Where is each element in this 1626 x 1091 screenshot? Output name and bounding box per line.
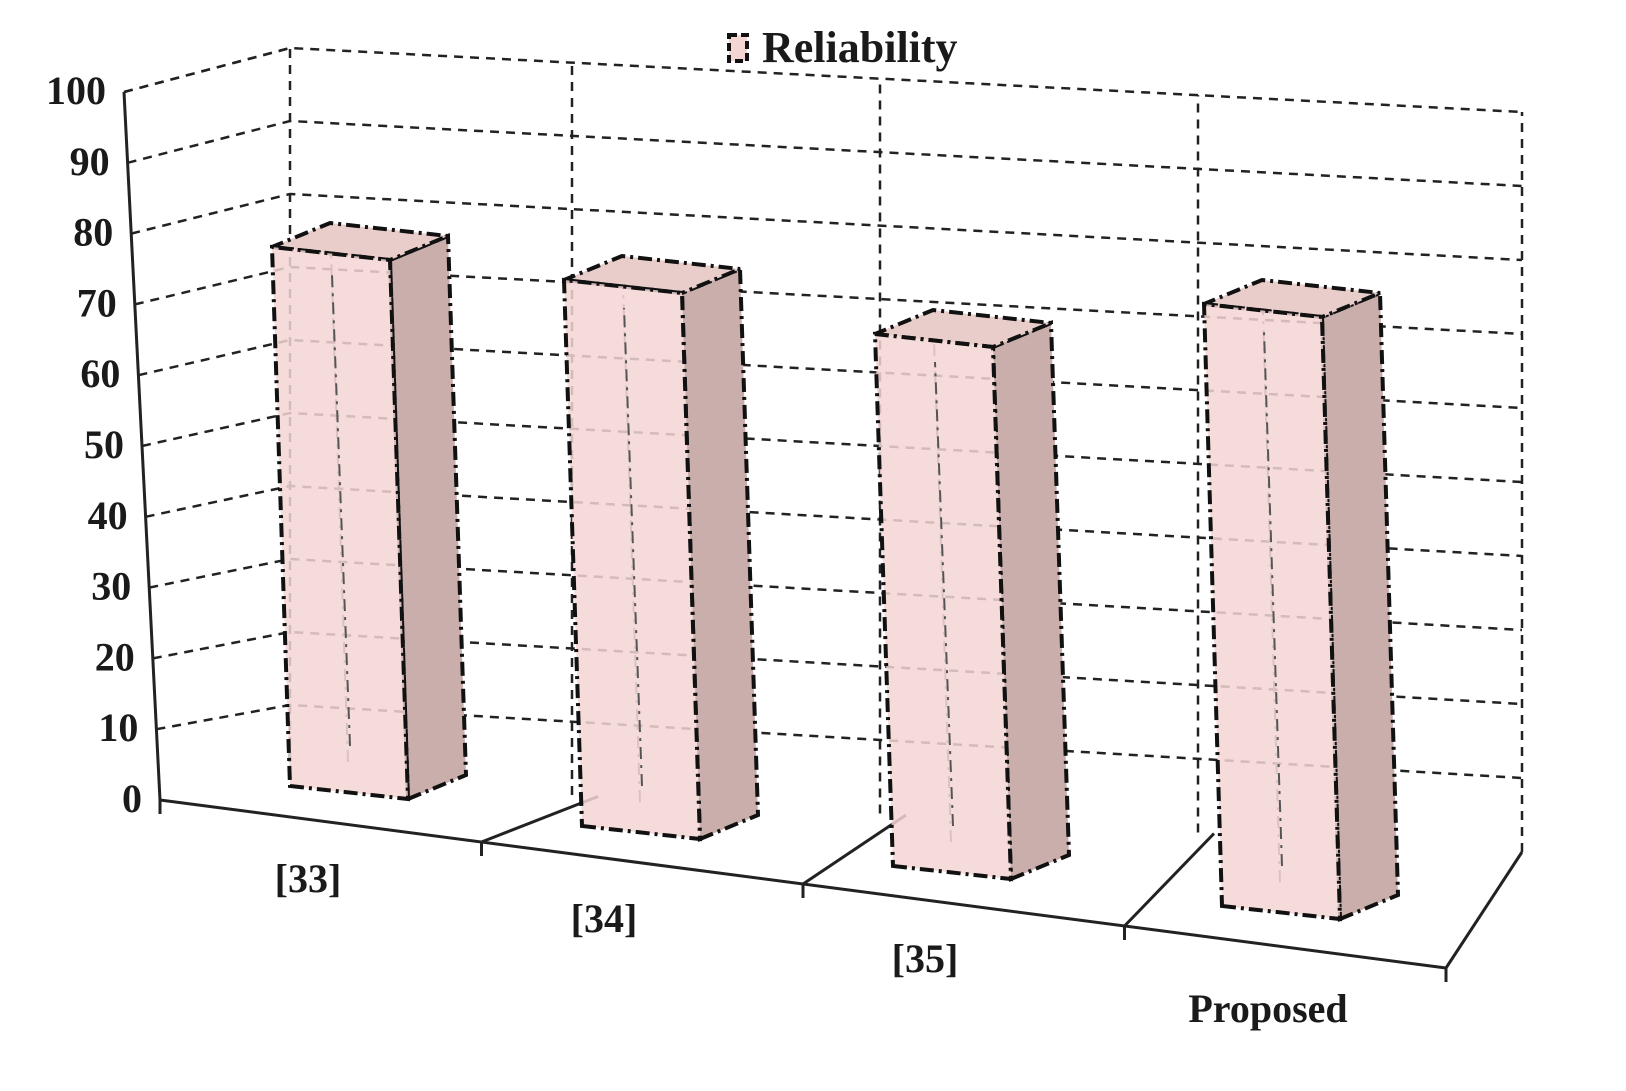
- bar-side: [679, 266, 761, 842]
- floor-right-edge: [1444, 851, 1524, 969]
- category-labels: [33] [34] [35] Proposed: [275, 856, 1348, 1031]
- category-label: [33]: [275, 856, 342, 901]
- floor-divider: [1123, 832, 1216, 928]
- y-tick-label: 0: [122, 776, 142, 821]
- gridline: [127, 119, 1523, 188]
- y-tick-label: 40: [88, 493, 128, 538]
- legend-swatch: [727, 33, 749, 63]
- y-tick-label: 80: [73, 210, 113, 255]
- gridline: [148, 557, 1523, 632]
- gridline: [138, 338, 1523, 410]
- left-wall-top-edge: [123, 46, 291, 94]
- bar-top: [874, 307, 1052, 350]
- y-tick-label: 70: [77, 280, 117, 325]
- bar-1: [561, 253, 761, 842]
- gridline: [134, 265, 1523, 336]
- y-tick-label: 20: [95, 634, 135, 679]
- floor-divider: [802, 813, 907, 886]
- y-tick-labels: 0 10 20 30 40 50 60 70 80 90 100: [46, 68, 142, 821]
- bar-2: [872, 307, 1072, 882]
- axes: [122, 91, 1524, 982]
- bar-front: [872, 331, 1014, 882]
- y-tick-label: 100: [46, 68, 106, 113]
- bar-front: [269, 244, 411, 802]
- y-tick-label: 10: [98, 705, 138, 750]
- bar-front: [1201, 301, 1343, 922]
- y-tick-label: 30: [91, 564, 131, 609]
- category-label: Proposed: [1188, 986, 1347, 1031]
- legend-label: Reliability: [762, 23, 958, 72]
- bar-0: [269, 220, 469, 802]
- legend: Reliability: [727, 23, 958, 72]
- y-tick-label: 60: [80, 351, 120, 396]
- bar-front: [561, 277, 703, 842]
- category-label: [35]: [892, 936, 959, 981]
- floor-divider: [480, 795, 599, 844]
- gridline: [123, 46, 1523, 114]
- bars: [269, 220, 1401, 922]
- y-tick-label: 50: [84, 422, 124, 467]
- y-axis: [122, 91, 162, 801]
- category-label: [34]: [571, 896, 638, 941]
- y-tick-label: 90: [70, 139, 110, 184]
- gridline: [152, 630, 1523, 706]
- bar-3: [1201, 277, 1401, 922]
